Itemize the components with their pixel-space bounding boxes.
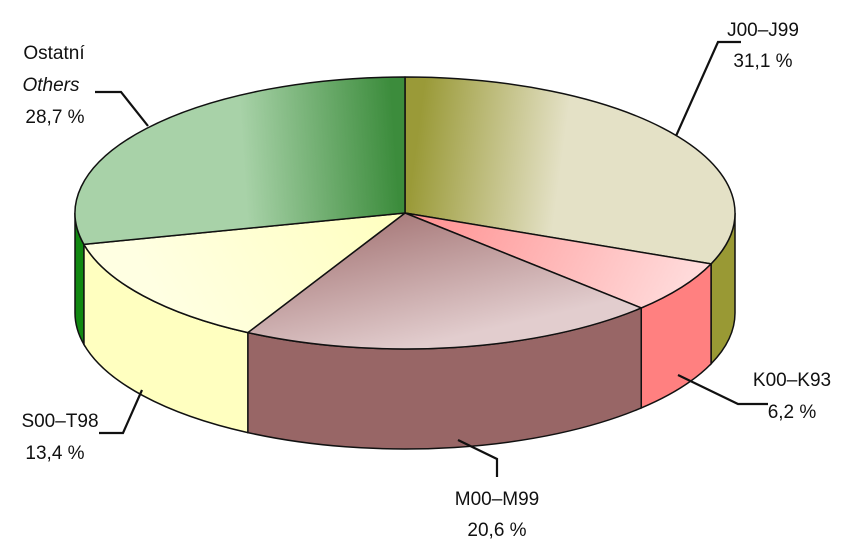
leader-s00-t98 [99,389,144,435]
pie-slice-s00-t98 [83,212,406,334]
leader-lines [95,40,768,477]
label-k00-k93-value: 6,2 % [768,402,817,423]
pie-slice-j00-j99 [404,76,736,265]
label-m00-m99-value: 20,6 % [467,520,526,541]
label-s00-t98-code: S00–T98 [21,411,98,432]
label-j00-j99-value: 31,1 % [733,51,792,72]
label-others-value: 28,7 % [25,107,84,128]
pie-slices [74,76,736,350]
pie-slice-ostatn [74,76,406,246]
leader-j00-j99 [674,40,741,137]
leader-m00-m99 [457,439,499,477]
leader-k00-k93 [677,374,768,406]
label-m00-m99-code: M00–M99 [455,489,540,510]
pie-slice-m00-m99 [247,212,643,350]
label-others-code: Ostatní [23,43,85,64]
label-others-english: Others [22,75,80,96]
label-j00-j99-code: J00–J99 [727,20,799,41]
label-s00-t98-value: 13,4 % [25,443,84,464]
label-k00-k93-code: K00–K93 [753,370,831,391]
leader-others [95,90,149,127]
pie-sides [74,212,736,450]
pie-slice-k00-k93 [404,212,712,309]
